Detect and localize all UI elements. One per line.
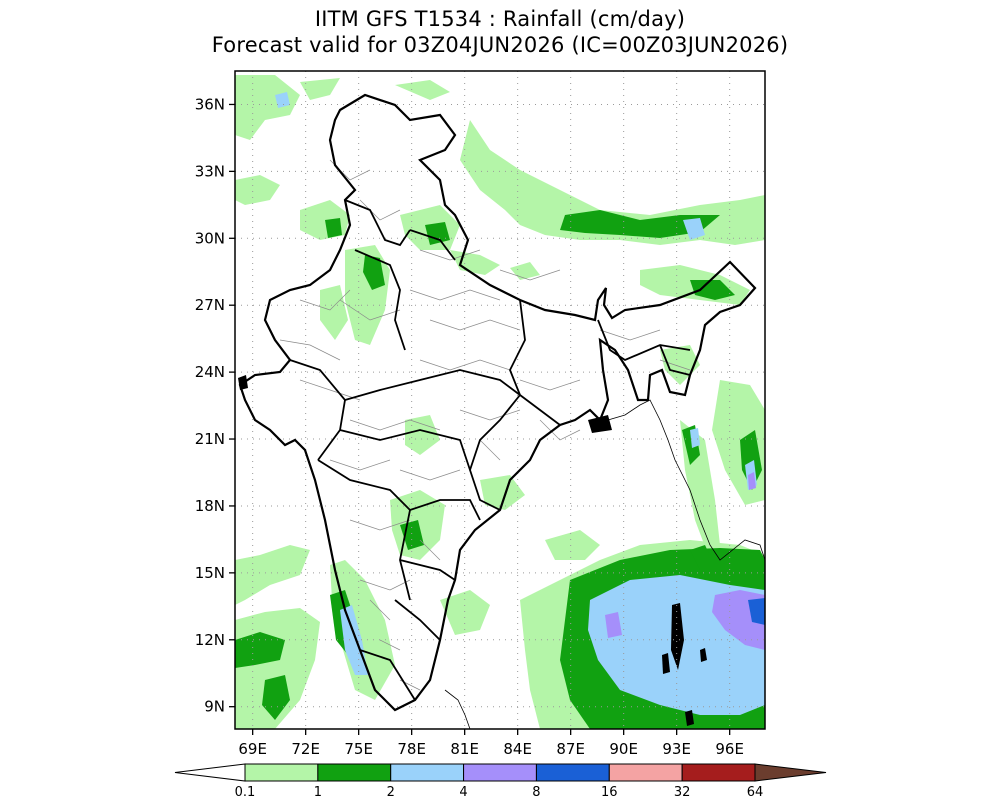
colorbar-label: 2: [387, 785, 395, 800]
india-boundary: [238, 93, 757, 712]
colorbar-label: 16: [601, 785, 618, 800]
colorbar-label: 32: [674, 785, 691, 800]
rainfall-field: [235, 75, 765, 729]
colorbar-label: 1: [314, 785, 322, 800]
lat-tick-label: 12N: [195, 631, 225, 649]
rain-dark-cells: [238, 375, 707, 726]
lat-tick-label: 33N: [195, 162, 225, 180]
lon-tick-label: 81E: [450, 740, 479, 758]
colorbar: 0.1 1 2 4 8 16 32 64: [174, 763, 827, 800]
colorbar-bin: [390, 763, 465, 782]
colorbar-low-arrow: [174, 763, 246, 782]
lon-tick-label: 78E: [397, 740, 426, 758]
latitude-axis: 9N 12N 15N 18N 21N 24N 27N 30N 33N 36N: [195, 95, 235, 716]
sri-lanka-coast: [444, 689, 471, 729]
graticule: [235, 71, 765, 729]
lat-tick-label: 27N: [195, 296, 225, 314]
lon-tick-label: 93E: [662, 740, 691, 758]
lat-tick-label: 9N: [204, 698, 225, 716]
colorbar-label: 64: [747, 785, 764, 800]
lat-tick-label: 24N: [195, 363, 225, 381]
lon-tick-label: 75E: [344, 740, 373, 758]
lat-tick-label: 30N: [195, 229, 225, 247]
rain-blue-areas: [748, 598, 765, 625]
map-frame: [234, 70, 766, 730]
lat-tick-label: 15N: [195, 564, 225, 582]
lon-tick-label: 69E: [238, 740, 267, 758]
colorbar-label: 8: [532, 785, 540, 800]
lon-tick-label: 96E: [715, 740, 744, 758]
map-subtitle: Forecast valid for 03Z04JUN2026 (IC=00Z0…: [211, 33, 789, 57]
coastline: [607, 399, 765, 561]
colorbar-bin: [681, 763, 756, 782]
colorbar-bin: [608, 763, 683, 782]
lon-tick-label: 84E: [503, 740, 532, 758]
lon-tick-label: 72E: [291, 740, 320, 758]
lat-tick-label: 21N: [195, 430, 225, 448]
colorbar-high-arrow: [754, 763, 827, 782]
district-boundaries: [279, 159, 691, 691]
colorbar-label: 0.1: [235, 785, 256, 800]
lat-tick-label: 36N: [195, 95, 225, 113]
longitude-axis: 69E 72E 75E 78E 81E 84E 87E 90E 93E 96E: [238, 729, 744, 758]
map-title: IITM GFS T1534 : Rainfall (cm/day): [314, 7, 686, 31]
boundaries: [238, 93, 765, 729]
state-boundaries: [289, 199, 691, 701]
lon-tick-label: 87E: [556, 740, 585, 758]
colorbar-bin: [244, 763, 319, 782]
colorbar-bin: [535, 763, 610, 782]
colorbar-label: 4: [459, 785, 467, 800]
lon-tick-label: 90E: [609, 740, 638, 758]
lat-tick-label: 18N: [195, 497, 225, 515]
colorbar-bin: [463, 763, 537, 782]
colorbar-bin: [317, 763, 392, 782]
